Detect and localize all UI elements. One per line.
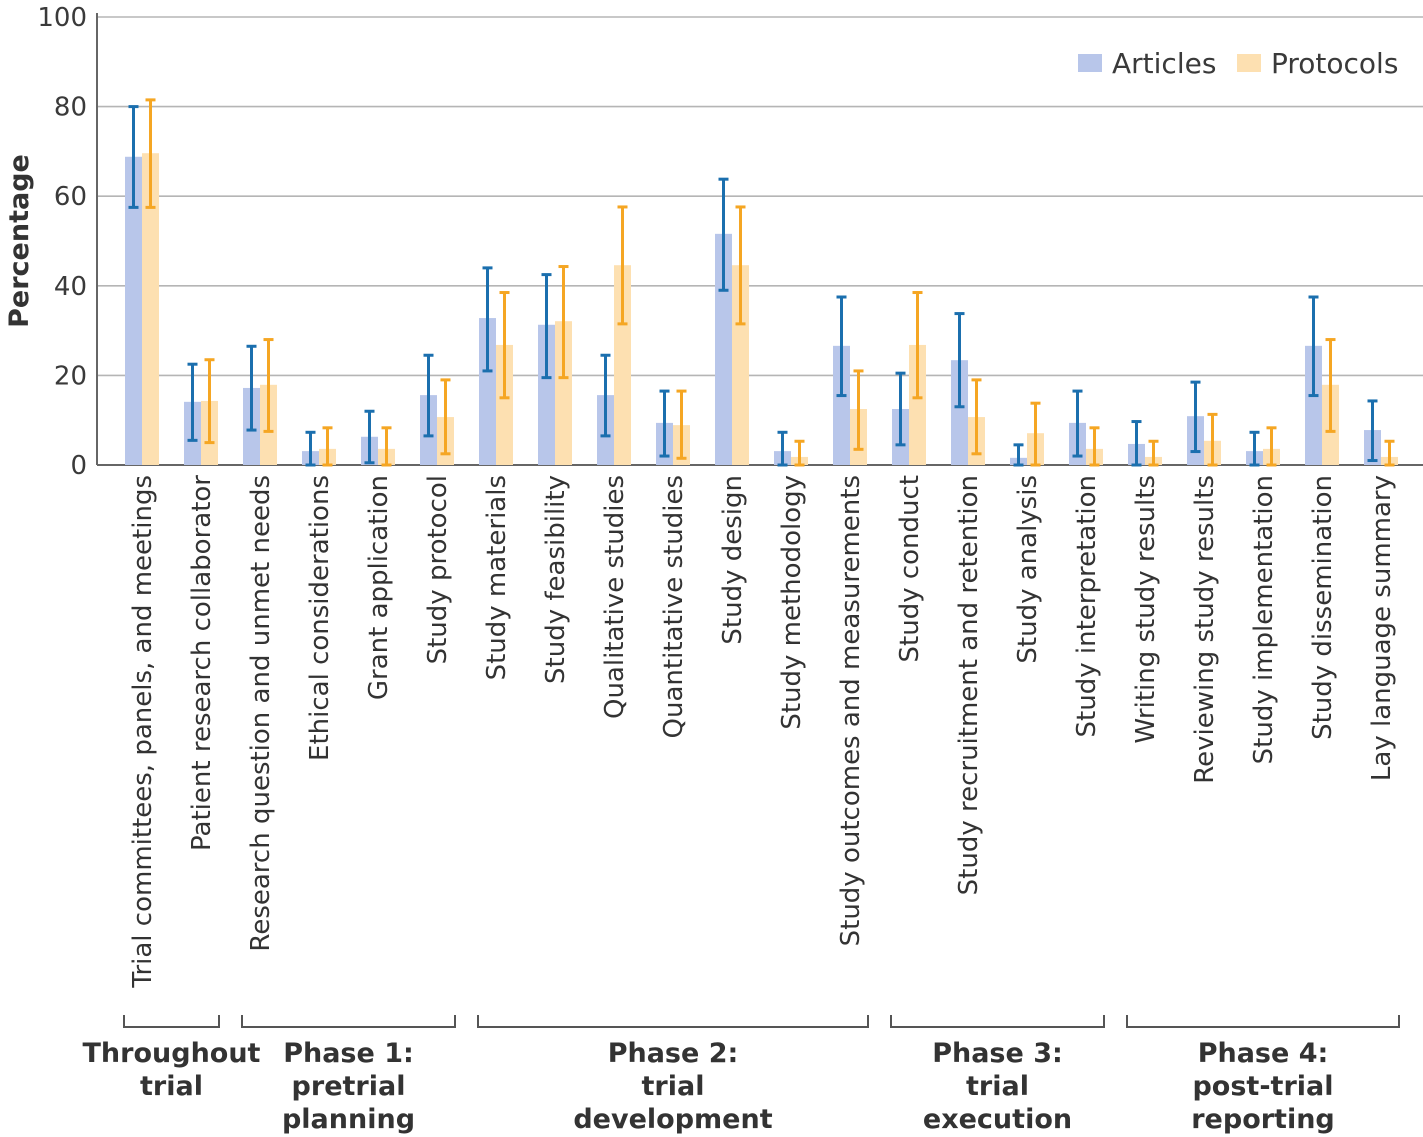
group-label: trial: [642, 1071, 705, 1102]
y-tick-label: 100: [37, 3, 87, 33]
group-label: post-trial: [1192, 1071, 1333, 1102]
category-label: Study design: [718, 475, 748, 645]
group-label: Phase 3:: [932, 1038, 1063, 1069]
group-label: trial: [966, 1071, 1029, 1102]
group-label: pretrial: [292, 1071, 406, 1102]
bar-articles: [833, 345, 850, 465]
group-label: trial: [140, 1071, 203, 1102]
category-label: Qualitative studies: [600, 475, 630, 719]
category-label: Study feasibility: [541, 475, 571, 684]
group-label: development: [573, 1104, 772, 1135]
bar-articles: [479, 318, 496, 465]
category-label: Research question and unmet needs: [246, 475, 276, 952]
category-label: Patient research collaborator: [187, 475, 217, 851]
group-label: planning: [282, 1104, 415, 1135]
category-label: Study dissemination: [1308, 475, 1338, 740]
legend-swatch-protocols: [1237, 54, 1261, 72]
category-label: Study implementation: [1249, 475, 1279, 764]
group-label: Phase 1:: [283, 1038, 414, 1069]
category-label: Study materials: [482, 475, 512, 680]
category-label: Ethical considerations: [305, 475, 335, 761]
category-label: Writing study results: [1131, 475, 1161, 744]
y-tick-label: 80: [54, 93, 87, 123]
y-tick-label: 40: [54, 272, 87, 302]
category-label: Study outcomes and measurements: [836, 475, 866, 946]
bar-protocols: [142, 153, 159, 465]
bar-protocols: [909, 344, 926, 465]
category-label: Study recruitment and retention: [954, 475, 984, 895]
group-label: Phase 2:: [608, 1038, 739, 1069]
bar-protocols: [496, 344, 513, 465]
legend-label-protocols: Protocols: [1271, 47, 1398, 80]
group-label: reporting: [1191, 1104, 1335, 1135]
category-label: Study interpretation: [1072, 475, 1102, 737]
group-label: Throughout: [83, 1038, 261, 1069]
group-label: execution: [923, 1104, 1072, 1135]
category-label: Study analysis: [1013, 475, 1043, 664]
bar-articles: [125, 156, 142, 465]
group-bracket: [1126, 1015, 1400, 1028]
y-tick-label: 60: [54, 182, 87, 212]
bar-protocols: [732, 265, 749, 465]
bar-protocols: [614, 265, 631, 465]
bar-articles: [951, 360, 968, 465]
bar-articles: [538, 324, 555, 465]
group-bracket: [123, 1015, 220, 1028]
y-tick-label: 0: [70, 451, 87, 481]
group-label: Phase 4:: [1198, 1038, 1329, 1069]
legend-swatch-articles: [1078, 54, 1102, 72]
legend-label-articles: Articles: [1112, 47, 1216, 80]
group-bracket: [241, 1015, 456, 1028]
category-label: Study methodology: [777, 475, 807, 730]
group-bracket: [477, 1015, 869, 1028]
category-label: Lay language summary: [1367, 475, 1397, 781]
category-label: Trial committees, panels, and meetings: [128, 475, 158, 989]
bar-articles: [1305, 345, 1322, 465]
category-label: Study protocol: [423, 475, 453, 664]
category-label: Quantitative studies: [659, 475, 689, 738]
group-bracket: [890, 1015, 1105, 1028]
bar-protocols: [555, 321, 572, 465]
y-tick-label: 20: [54, 361, 87, 391]
category-label: Grant application: [364, 475, 394, 700]
category-label: Study conduct: [895, 475, 925, 662]
category-label: Reviewing study results: [1190, 475, 1220, 784]
y-axis-title: Percentage: [4, 154, 35, 328]
